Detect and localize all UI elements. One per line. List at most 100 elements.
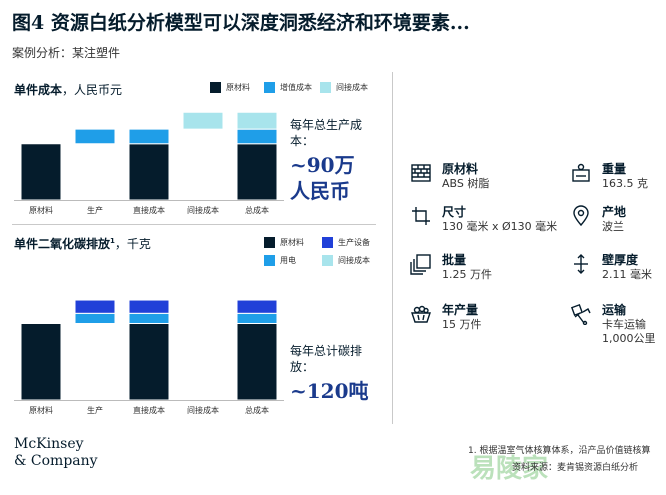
attr-label: 壁厚度 bbox=[602, 253, 639, 267]
chart2-title: 单件二氧化碳排放1，千克 bbox=[14, 235, 151, 252]
chart2-total-label: 每年总计碳排放： bbox=[290, 344, 363, 374]
bar-segment bbox=[128, 128, 170, 145]
bar-segment bbox=[74, 299, 116, 314]
source-note: 资料来源：麦肯锡资源白纸分析 bbox=[512, 463, 639, 473]
chart1-total-value-line1: ~90万 bbox=[290, 153, 355, 177]
bar-segment bbox=[20, 323, 62, 401]
attr-value: 1.25 万件 bbox=[442, 268, 492, 281]
legend-swatch bbox=[264, 82, 275, 93]
chart1-total-value-line2: 人民币 bbox=[290, 179, 350, 203]
attr-weight: 重量 163.5 克 bbox=[570, 162, 648, 191]
chart2-legend-indirect: 间接成本 bbox=[322, 255, 370, 266]
legend-swatch bbox=[264, 237, 275, 248]
category-tick-label: 原材料 bbox=[29, 205, 53, 215]
chart1-legend-value-add: 增值成本 bbox=[264, 82, 312, 93]
legend-swatch bbox=[264, 255, 275, 266]
attr-value: ABS 树脂 bbox=[442, 177, 490, 190]
footnote: 1. 根据温室气体核算体系，沿产品价值链核算 bbox=[468, 446, 651, 456]
chart1-unit: ，人民币元 bbox=[62, 83, 123, 97]
category-tick-label: 间接成本 bbox=[187, 205, 219, 215]
chart2-legend-raw: 原材料 bbox=[264, 237, 304, 248]
legend-label: 用电 bbox=[280, 256, 296, 265]
attr-label: 年产量 bbox=[442, 303, 479, 317]
page-title: 图4 资源白纸分析模型可以深度洞悉经济和环境要素... bbox=[12, 12, 470, 34]
attr-label: 产地 bbox=[602, 205, 627, 219]
bar-segment bbox=[128, 312, 170, 324]
chart1-legend-raw: 原材料 bbox=[210, 82, 250, 93]
attr-annual-volume: 年产量 15 万件 bbox=[410, 303, 482, 332]
attr-value: 130 毫米 x Ø130 毫米 bbox=[442, 220, 558, 233]
legend-label: 生产设备 bbox=[338, 238, 370, 247]
attr-value: 波兰 bbox=[602, 220, 624, 233]
attr-transport: 运输 卡车运输 1,000公里 bbox=[570, 303, 656, 346]
bar-segment bbox=[128, 323, 170, 401]
basket-icon bbox=[411, 305, 431, 323]
logo-line1: McKinsey bbox=[14, 436, 84, 452]
bar-segment bbox=[20, 143, 62, 201]
attr-batch: 批量 1.25 万件 bbox=[410, 253, 492, 282]
attr-value: 163.5 克 bbox=[602, 177, 648, 190]
bar-segment bbox=[74, 128, 116, 145]
legend-swatch bbox=[322, 255, 333, 266]
category-tick-label: 直接成本 bbox=[133, 405, 165, 415]
attr-dimensions: 尺寸 130 毫米 x Ø130 毫米 bbox=[410, 205, 557, 234]
chart2-legend-equipment: 生产设备 bbox=[322, 237, 370, 248]
legend-label: 原材料 bbox=[226, 83, 250, 92]
bar-segment bbox=[236, 143, 278, 201]
legend-swatch bbox=[210, 82, 221, 93]
chart2-unit: ，千克 bbox=[114, 237, 151, 251]
bar-segment bbox=[128, 299, 170, 314]
legend-swatch bbox=[320, 82, 331, 93]
chart1-title-text: 单件成本 bbox=[14, 83, 63, 97]
bar-segment bbox=[128, 143, 170, 201]
bar-segment bbox=[182, 111, 224, 130]
scale-icon bbox=[572, 163, 590, 182]
attr-label: 重量 bbox=[602, 162, 627, 176]
chart2-footnote-marker: 1 bbox=[110, 237, 115, 245]
chart1-title: 单件成本，人民币元 bbox=[14, 81, 122, 98]
category-tick-label: 总成本 bbox=[245, 205, 269, 215]
bar-segment bbox=[236, 299, 278, 314]
thickness-icon bbox=[574, 254, 588, 274]
chart1-legend-indirect: 间接成本 bbox=[320, 82, 368, 93]
attr-value: 15 万件 bbox=[442, 318, 482, 331]
bar-segment bbox=[236, 111, 278, 130]
category-tick-label: 生产 bbox=[87, 205, 103, 215]
stack-icon bbox=[410, 254, 431, 275]
attr-label: 尺寸 bbox=[442, 205, 467, 219]
transport-icon bbox=[570, 303, 591, 325]
chart2-title-text: 单件二氧化碳排放 bbox=[14, 237, 111, 251]
crop-icon bbox=[412, 207, 430, 225]
horizontal-divider bbox=[12, 224, 376, 225]
legend-label: 间接成本 bbox=[338, 256, 370, 265]
attr-label: 原材料 bbox=[442, 162, 479, 176]
bar-segment bbox=[236, 128, 278, 145]
cost-waterfall-chart: 原材料 生产 直接成本 间接成本 总成本 bbox=[14, 111, 284, 215]
legend-label: 间接成本 bbox=[336, 83, 368, 92]
attr-value: 卡车运输 bbox=[602, 318, 646, 331]
attr-label: 批量 bbox=[442, 253, 467, 267]
category-tick-label: 间接成本 bbox=[187, 405, 219, 415]
bar-segment bbox=[236, 323, 278, 401]
attr-label: 运输 bbox=[602, 303, 627, 317]
legend-swatch bbox=[322, 237, 333, 248]
bar-segment bbox=[236, 312, 278, 324]
category-tick-label: 直接成本 bbox=[133, 205, 165, 215]
chart1-total-label: 每年总生产成本： bbox=[290, 118, 363, 148]
watermark: 易陵家 bbox=[470, 454, 549, 484]
category-tick-label: 总成本 bbox=[245, 405, 269, 415]
attr-wall-thickness: 壁厚度 2.11 毫米 bbox=[570, 253, 652, 282]
attr-value: 2.11 毫米 bbox=[602, 268, 652, 281]
chart2-total-value: ~120吨 bbox=[290, 379, 369, 403]
legend-label: 原材料 bbox=[280, 238, 304, 247]
brick-wall-icon bbox=[411, 164, 431, 182]
page-subtitle: 案例分析：某注塑件 bbox=[12, 46, 121, 60]
location-pin-icon bbox=[573, 205, 589, 227]
category-tick-label: 原材料 bbox=[29, 405, 53, 415]
attr-value-2: 1,000公里 bbox=[602, 332, 656, 345]
category-tick-label: 生产 bbox=[87, 405, 103, 415]
legend-label: 增值成本 bbox=[280, 83, 312, 92]
co2-waterfall-chart: 原材料 生产 直接成本 间接成本 总成本 bbox=[14, 299, 284, 415]
bar-segment bbox=[74, 312, 116, 324]
attr-material: 原材料 ABS 树脂 bbox=[410, 162, 489, 191]
